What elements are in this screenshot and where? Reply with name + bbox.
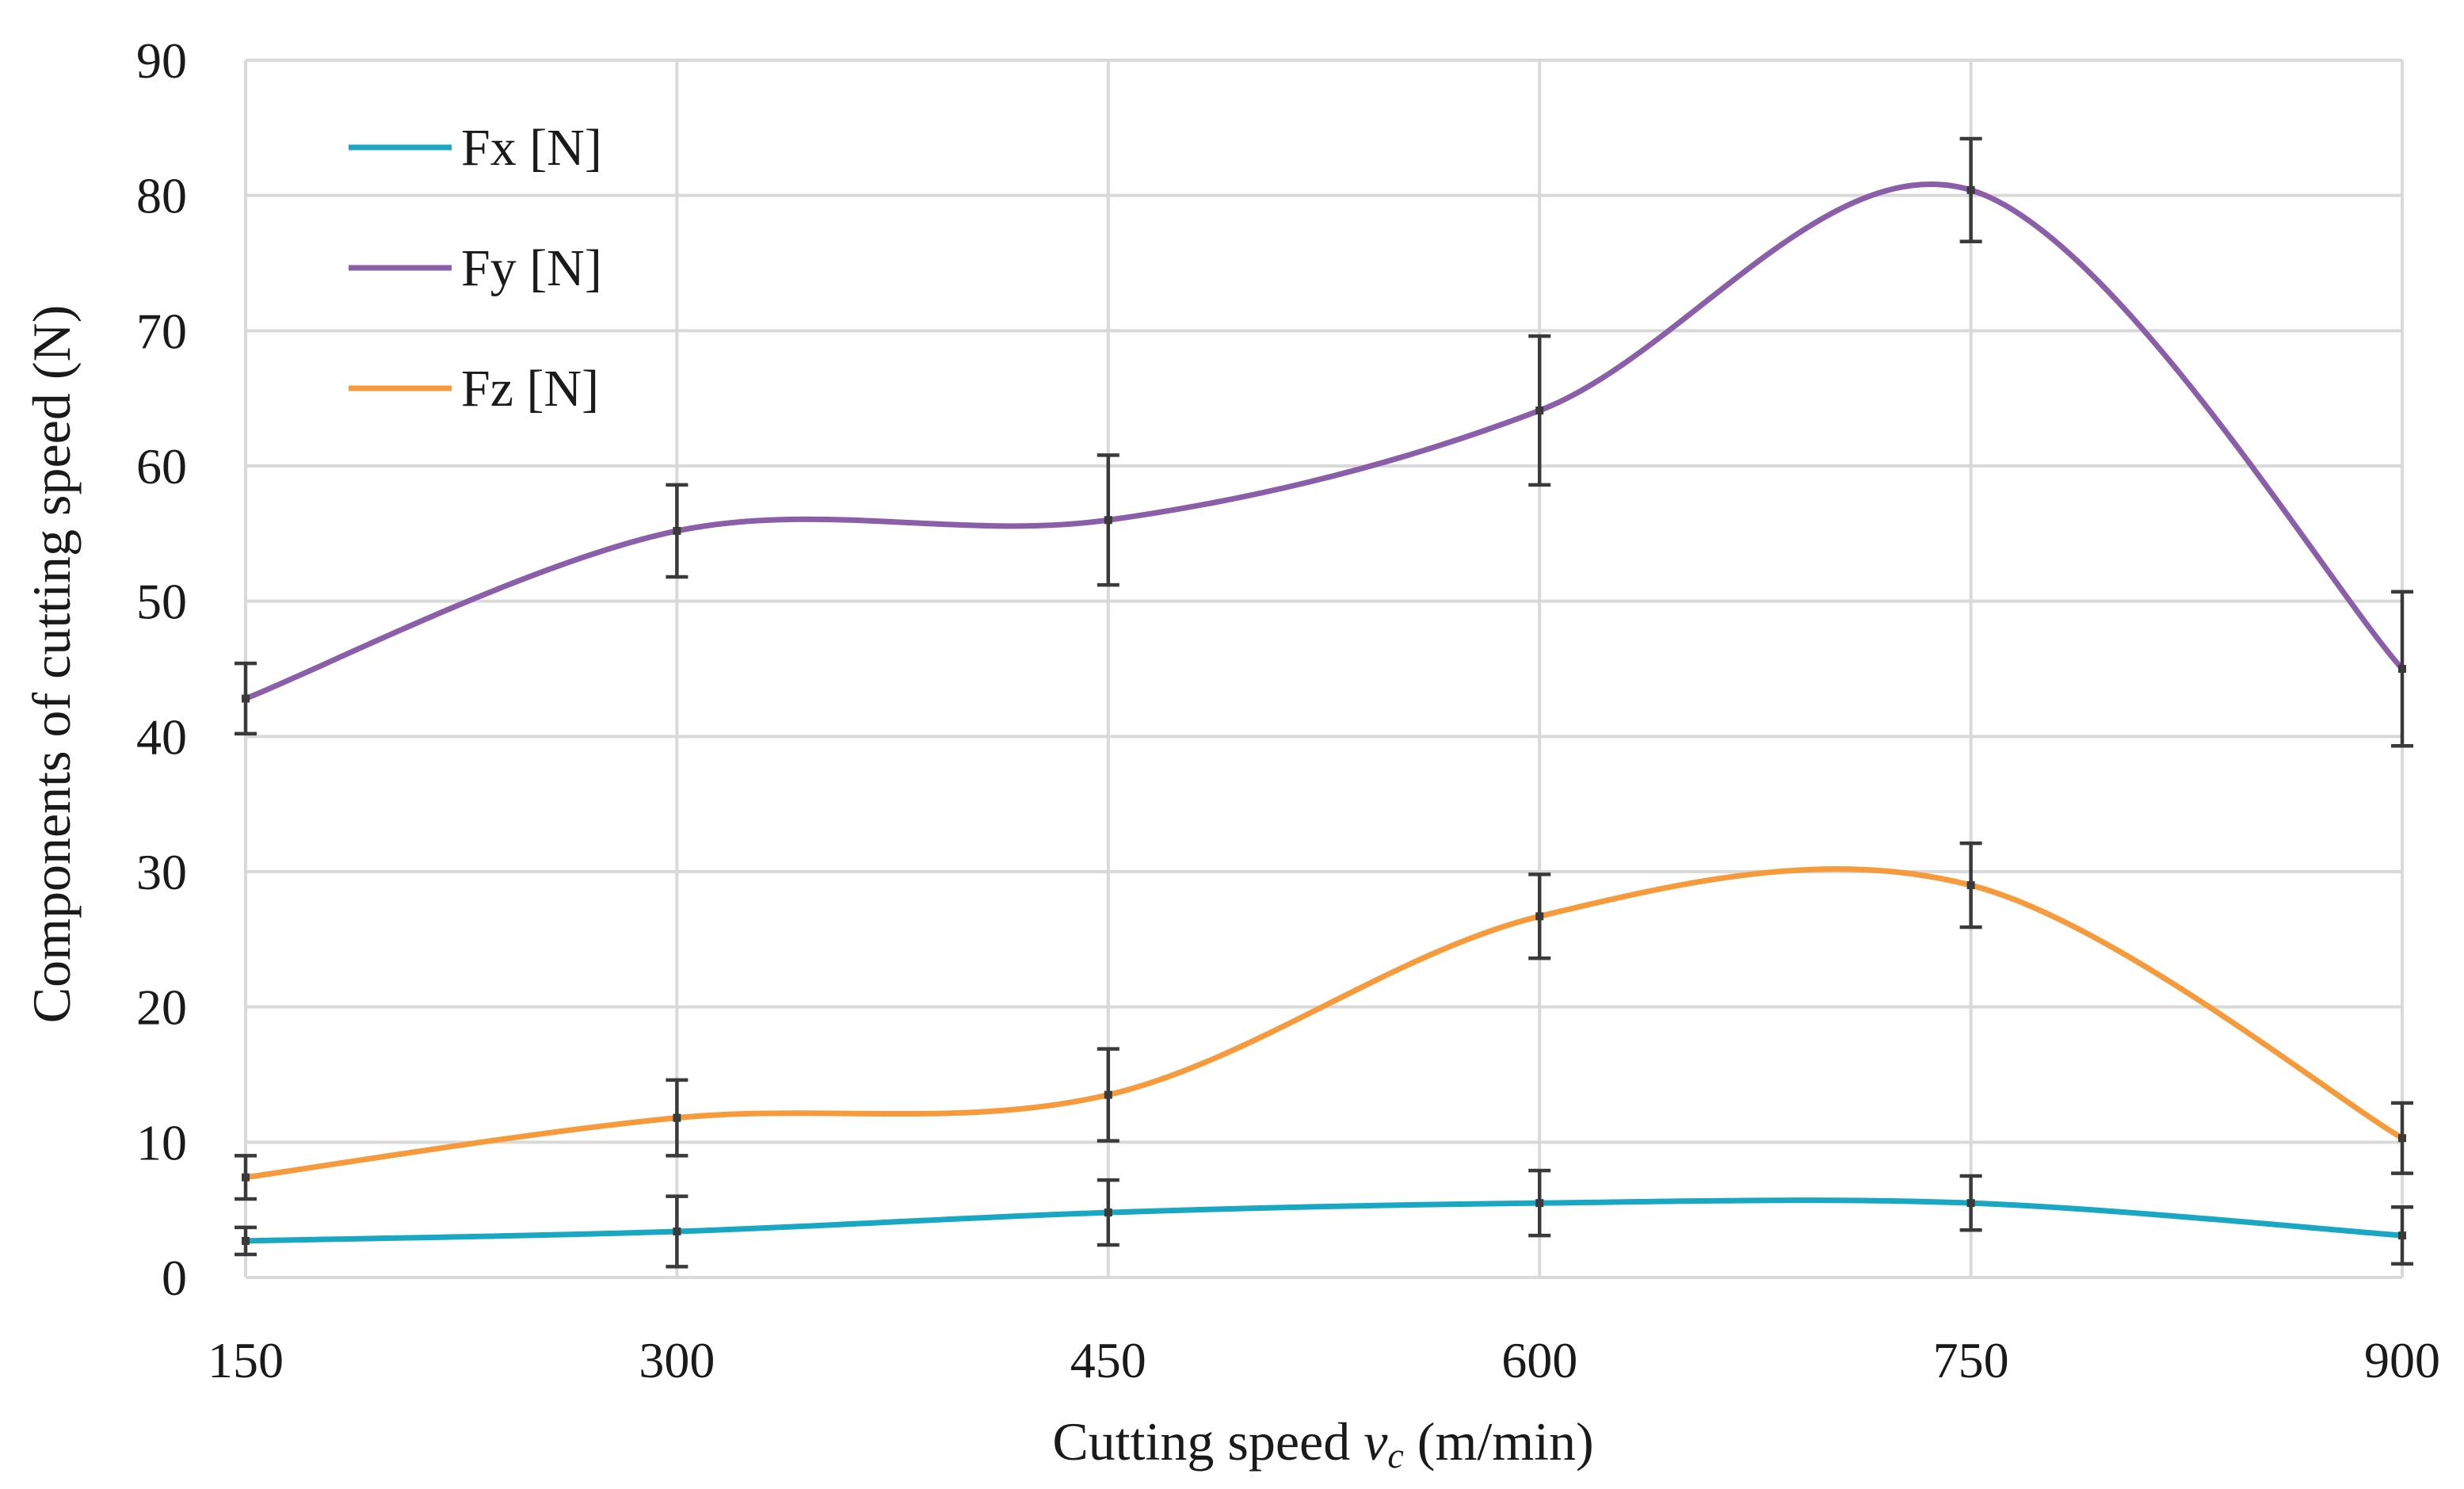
y-tick-label: 10 xyxy=(136,1114,187,1170)
y-tick-label: 70 xyxy=(136,303,187,359)
error-bar xyxy=(1097,453,1119,587)
y-tick-label: 40 xyxy=(136,708,187,765)
data-point xyxy=(1966,881,1975,890)
data-point xyxy=(242,1236,250,1245)
data-point xyxy=(1966,1199,1975,1208)
error-bar xyxy=(235,661,257,736)
series-line-1 xyxy=(242,1197,2405,1244)
y-tick-label: 90 xyxy=(136,32,187,89)
error-bar xyxy=(1959,841,1982,930)
y-tick-label: 20 xyxy=(136,979,187,1036)
legend-label: Fz [N] xyxy=(461,360,599,418)
x-tick-label: 300 xyxy=(639,1332,715,1388)
x-tick-label: 900 xyxy=(2364,1332,2440,1388)
error-bars xyxy=(235,136,2413,1269)
data-point xyxy=(2398,665,2406,673)
x-axis-title: Cutting speed vc (m/min) xyxy=(1052,1411,1593,1476)
series-lines xyxy=(242,181,2405,1244)
data-point xyxy=(1535,912,1544,921)
x-axis-ticks: 150 300 450 600 750 900 xyxy=(208,1332,2440,1388)
error-bar xyxy=(1528,1168,1551,1238)
y-tick-label: 30 xyxy=(136,844,187,900)
series-line-3 xyxy=(242,866,2405,1181)
error-bar xyxy=(235,1225,257,1257)
y-tick-label: 50 xyxy=(136,574,187,630)
data-point xyxy=(1104,1090,1112,1099)
x-tick-label: 150 xyxy=(208,1332,284,1388)
legend-item: Fy [N] xyxy=(349,239,602,297)
legend: Fx [N] Fy [N] Fz [N] xyxy=(349,119,602,418)
y-tick-label: 60 xyxy=(136,438,187,494)
data-point xyxy=(673,526,681,535)
data-point xyxy=(673,1113,681,1122)
error-bar xyxy=(2391,590,2413,748)
data-point xyxy=(673,1227,681,1235)
x-tick-label: 450 xyxy=(1070,1332,1146,1388)
series-line-2 xyxy=(242,181,2405,702)
x-tick-label: 600 xyxy=(1501,1332,1577,1388)
y-tick-label: 0 xyxy=(162,1250,187,1306)
error-bar xyxy=(666,483,688,579)
legend-item: Fx [N] xyxy=(349,119,602,177)
legend-label: Fy [N] xyxy=(461,239,602,297)
legend-item: Fz [N] xyxy=(349,360,599,418)
error-bar xyxy=(2391,1101,2413,1175)
error-bar xyxy=(2391,1205,2413,1266)
y-axis-title: Components of cutting speed (N) xyxy=(21,305,82,1024)
data-point xyxy=(242,694,250,703)
error-bar xyxy=(1959,136,1982,243)
error-bar xyxy=(235,1154,257,1201)
error-bar xyxy=(1528,334,1551,487)
data-point xyxy=(2398,1134,2406,1143)
y-axis-ticks: 0 10 20 30 40 50 60 70 80 90 xyxy=(136,32,187,1306)
data-point xyxy=(1966,185,1975,194)
error-bar xyxy=(1528,872,1551,960)
legend-label: Fx [N] xyxy=(461,119,602,177)
error-bar xyxy=(1097,1178,1119,1247)
y-tick-label: 80 xyxy=(136,168,187,224)
data-point xyxy=(1104,1208,1112,1217)
x-tick-label: 750 xyxy=(1933,1332,2009,1388)
data-point xyxy=(2398,1231,2406,1240)
error-bar xyxy=(1959,1174,1982,1232)
data-point xyxy=(1535,407,1544,415)
error-bar xyxy=(666,1194,688,1269)
data-point xyxy=(1535,1199,1544,1208)
error-bar xyxy=(666,1078,688,1158)
data-point xyxy=(1104,516,1112,525)
data-point xyxy=(242,1173,250,1182)
error-bar xyxy=(1097,1047,1119,1143)
